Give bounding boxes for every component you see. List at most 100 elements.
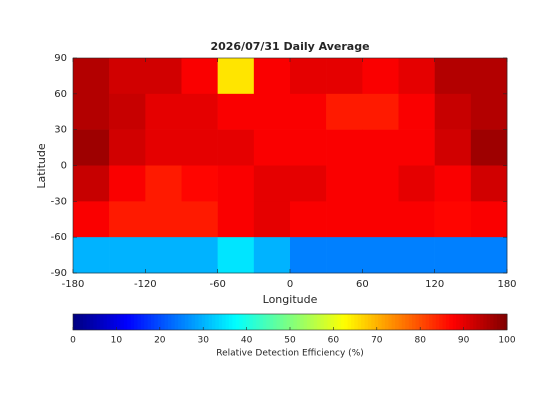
heat-cell (145, 237, 182, 274)
colorbar-tick-label: 20 (154, 336, 166, 346)
heat-cell (362, 165, 399, 202)
heat-cell (181, 165, 218, 202)
colorbar-swatch (123, 314, 128, 330)
heat-cell (434, 201, 472, 238)
y-tick-label: -30 (51, 196, 67, 207)
colorbar-swatch (256, 314, 260, 330)
heat-cell (290, 237, 327, 274)
colorbar-swatch (273, 314, 277, 330)
colorbar-swatch (320, 314, 325, 330)
colorbar-swatch (449, 314, 454, 330)
colorbar-swatch (415, 314, 420, 330)
heat-cell (145, 93, 182, 130)
colorbar-swatch (462, 314, 467, 330)
heat-cell (217, 237, 255, 274)
colorbar-swatch (408, 314, 413, 330)
colorbar-swatch (201, 314, 206, 330)
colorbar-swatch (262, 314, 267, 330)
heat-cell (398, 201, 435, 238)
heat-cell (398, 58, 435, 95)
heat-cell (362, 129, 399, 166)
colorbar-swatch (367, 314, 372, 330)
colorbar-swatch (469, 314, 474, 330)
heat-cell (73, 58, 110, 95)
colorbar-swatch (232, 314, 237, 330)
colorbar-swatch (303, 314, 308, 330)
colorbar-swatch (266, 314, 271, 330)
colorbar-swatch (212, 314, 216, 330)
colorbar-swatch (161, 314, 166, 330)
heat-cell (326, 201, 363, 238)
heat-cell (73, 237, 110, 274)
heat-cell (326, 237, 363, 274)
colorbar-swatch (279, 314, 284, 330)
colorbar-tick-label: 90 (458, 336, 470, 346)
heat-cell (470, 93, 508, 130)
heat-cell (434, 93, 472, 130)
heat-cell (217, 58, 255, 95)
colorbar-swatch (354, 314, 359, 330)
colorbar-swatch (479, 314, 484, 330)
colorbar-swatch (127, 314, 132, 330)
heat-cell (253, 129, 291, 166)
heat-cell (362, 93, 399, 130)
heat-cell (109, 237, 146, 274)
heat-cell (326, 93, 363, 130)
colorbar-swatch (178, 314, 182, 330)
heat-cell (434, 58, 472, 95)
heat-cell (181, 93, 218, 130)
colorbar-swatch (435, 314, 440, 330)
colorbar-swatch (79, 314, 84, 330)
colorbar-swatch (286, 314, 291, 330)
heat-cell (217, 201, 255, 238)
colorbar-swatch (323, 314, 328, 330)
colorbar-swatch (171, 314, 176, 330)
colorbar-tick-label: 100 (498, 336, 515, 346)
colorbar-swatch (374, 314, 379, 330)
heat-cell (470, 237, 508, 274)
heat-cell (470, 201, 508, 238)
heat-cell (73, 129, 110, 166)
colorbar-swatch (205, 314, 210, 330)
colorbar-swatch (398, 314, 403, 330)
colorbar-swatch (330, 314, 335, 330)
heat-cell (109, 93, 146, 130)
heat-cell (434, 129, 472, 166)
heat-cell (217, 129, 255, 166)
colorbar-swatch (310, 314, 315, 330)
x-tick-label: 180 (497, 279, 516, 290)
colorbar-swatch (218, 314, 223, 330)
colorbar-swatch (225, 314, 230, 330)
colorbar-swatch (198, 314, 203, 330)
heat-cell (290, 129, 327, 166)
y-tick-label: -60 (51, 232, 67, 243)
heat-cell (181, 237, 218, 274)
heat-cell (398, 165, 435, 202)
colorbar-swatch (164, 314, 169, 330)
colorbar-swatch (249, 314, 254, 330)
heat-cell (326, 58, 363, 95)
colorbar-swatch (276, 314, 281, 330)
heat-cell (109, 201, 146, 238)
colorbar-tick-label: 30 (197, 336, 209, 346)
colorbar-swatch (86, 314, 91, 330)
heat-cell (73, 201, 110, 238)
x-tick-label: -120 (134, 279, 157, 290)
colorbar-swatch (496, 314, 501, 330)
heat-cell (253, 93, 291, 130)
heat-cell (290, 165, 327, 202)
colorbar-swatch (222, 314, 227, 330)
y-tick-label: 60 (54, 89, 67, 100)
colorbar-tick-label: 0 (70, 336, 76, 346)
colorbar-swatch (490, 314, 494, 330)
heat-cell (326, 165, 363, 202)
colorbar-swatch (239, 314, 244, 330)
heat-cell (434, 237, 472, 274)
heat-cell (470, 129, 508, 166)
y-tick-label: 90 (54, 53, 67, 64)
heat-cell (145, 201, 182, 238)
colorbar-swatch (300, 314, 305, 330)
x-tick-label: -60 (209, 279, 225, 290)
colorbar-swatch (456, 314, 461, 330)
colorbar-swatch (476, 314, 481, 330)
